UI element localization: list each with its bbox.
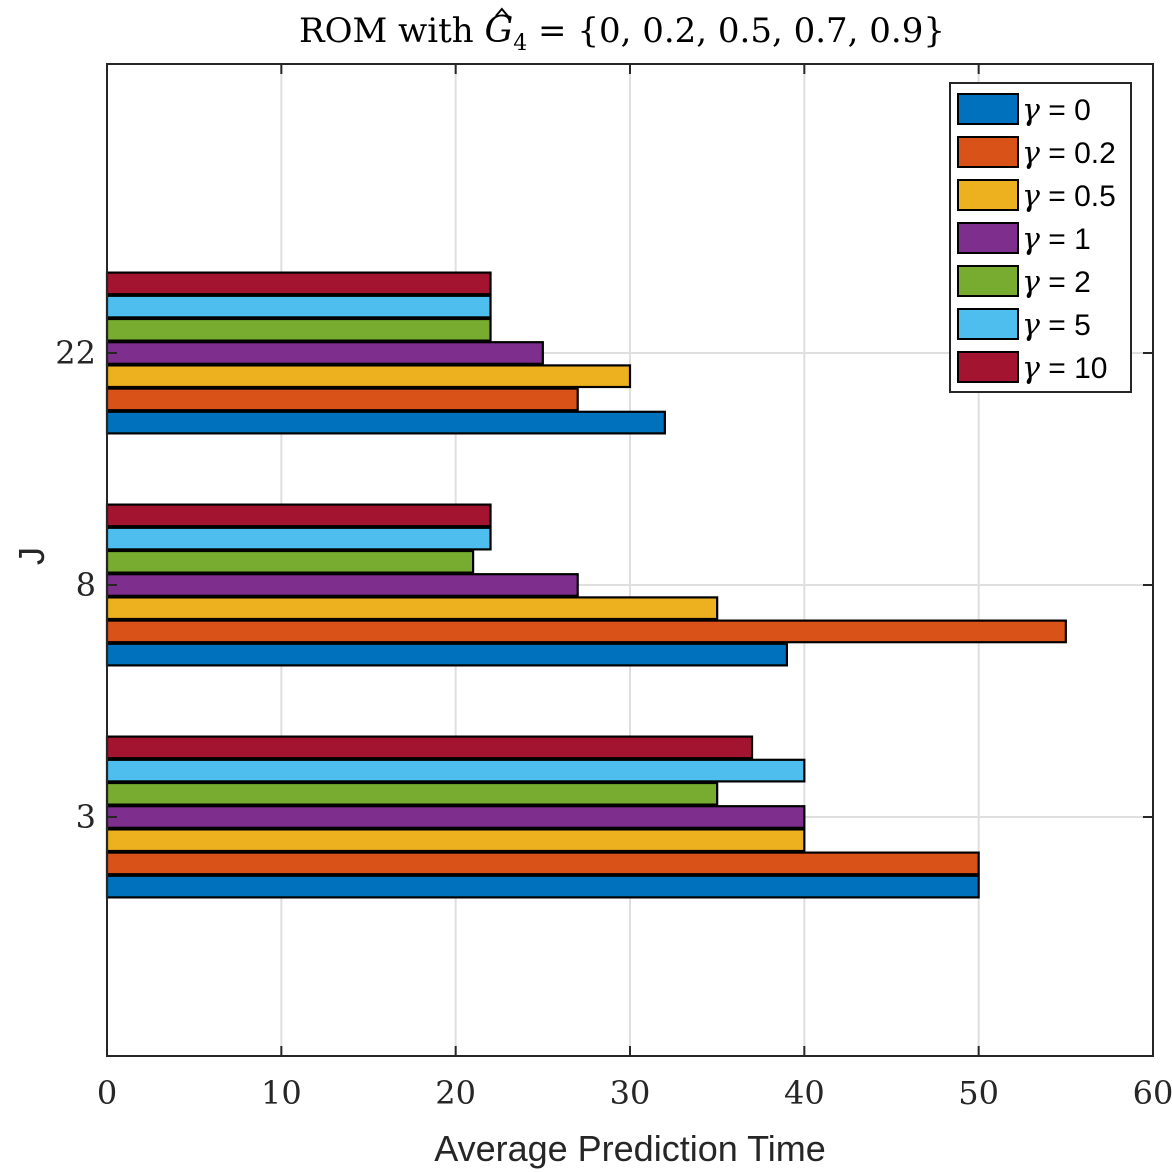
bar-3-0 — [105, 874, 980, 899]
legend-entry: γ = 1 — [1022, 222, 1091, 257]
bar-22-0 — [105, 410, 666, 435]
x-tick-label: 20 — [435, 1074, 476, 1112]
x-tick-label: 10 — [261, 1074, 302, 1112]
bar-8-2 — [105, 549, 475, 574]
chart-title-subscript: 4 — [513, 31, 527, 56]
bar-3-10 — [105, 735, 754, 760]
bar-8-5 — [105, 526, 492, 551]
chart-title-symbol: G — [484, 10, 513, 51]
x-tick-label: 40 — [784, 1074, 825, 1112]
legend-swatch — [957, 136, 1019, 168]
bar-3-0_5 — [105, 828, 806, 853]
svg-text:ROM with G4 = {0, 0.2, 0.5, 0.: ROM with G4 = {0, 0.2, 0.5, 0.7, 0.9} — [299, 10, 945, 56]
bar-3-1 — [105, 805, 806, 829]
bar-22-10 — [105, 271, 492, 296]
bar-22-2 — [105, 317, 492, 342]
chart-title-prefix: ROM with — [299, 11, 484, 51]
legend-swatch — [957, 351, 1019, 383]
bar-8-0 — [105, 642, 789, 667]
y-tick-label: 3 — [76, 798, 96, 836]
legend-entry: γ = 5 — [1022, 308, 1091, 343]
bar-22-0_2 — [105, 387, 579, 412]
chart-title-suffix: = {0, 0.2, 0.5, 0.7, 0.9} — [527, 11, 945, 51]
axes: 0 10 20 30 40 50 60 3 8 22 — [55, 63, 1172, 1112]
bar-8-0_2 — [105, 619, 1067, 644]
x-tick-label: 30 — [610, 1074, 651, 1112]
legend-entry: γ = 10 — [1022, 351, 1108, 386]
x-tick-label: 50 — [958, 1074, 999, 1112]
bar-3-0_2 — [105, 851, 980, 876]
legend-swatch — [957, 222, 1019, 254]
legend-entry: γ = 0.5 — [1022, 179, 1116, 214]
legend-swatch — [957, 265, 1019, 297]
x-axis-label: Average Prediction Time — [434, 1128, 826, 1169]
legend-entry: γ = 0.2 — [1022, 136, 1116, 171]
x-tick-label: 60 — [1133, 1074, 1172, 1112]
bar-22-0_5 — [105, 364, 632, 389]
legend-entry: γ = 0 — [1022, 93, 1091, 128]
legend-swatch — [957, 308, 1019, 340]
chart-title: ROM with G4 = {0, 0.2, 0.5, 0.7, 0.9} — [299, 7, 945, 56]
y-tick-label: 8 — [76, 566, 96, 604]
legend: γ = 0 γ = 0.2 γ = 0.5 γ = 1 γ = 2 γ = 5 γ = 10 — [949, 82, 1132, 393]
bar-8-1 — [105, 573, 579, 597]
x-tick-label: 0 — [97, 1074, 117, 1112]
y-axis-label: J — [11, 547, 52, 565]
bar-3-2 — [105, 781, 719, 806]
bar-8-10 — [105, 503, 492, 528]
bar-3-5 — [105, 758, 806, 783]
bar-22-5 — [105, 294, 492, 319]
y-tick-label: 22 — [55, 334, 96, 372]
legend-swatch — [957, 93, 1019, 125]
bar-22-1 — [105, 341, 544, 365]
legend-swatch — [957, 179, 1019, 211]
bar-8-0_5 — [105, 596, 719, 621]
legend-entry: γ = 2 — [1022, 265, 1091, 300]
title-hat-accent — [495, 7, 509, 17]
